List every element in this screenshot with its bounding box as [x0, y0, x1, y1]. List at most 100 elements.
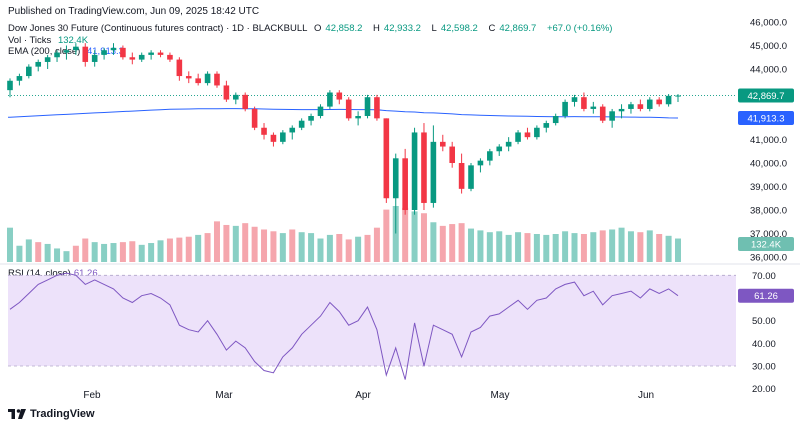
volume-bar: [308, 233, 315, 262]
rsi-line: [9, 272, 679, 380]
volume-bar: [279, 233, 286, 262]
candle-body: [185, 76, 192, 79]
candle-body: [374, 97, 380, 119]
candle-body: [157, 52, 164, 55]
volume-bar: [515, 232, 522, 262]
volume-bar: [232, 225, 239, 262]
volume-price-label: 132.4K: [751, 240, 782, 251]
candle-body: [552, 116, 559, 124]
volume-bar: [7, 227, 13, 262]
candle-body: [298, 120, 305, 128]
volume-bar: [138, 244, 145, 262]
candle-body: [280, 132, 286, 142]
last-price-label: 42,869.7: [748, 91, 785, 102]
candle-body: [562, 101, 568, 116]
volume-bar: [157, 240, 164, 262]
price-axis-tick: 40,000.0: [750, 159, 787, 170]
ema-price-label-bg: [738, 111, 794, 126]
volume-bar: [477, 230, 484, 262]
ohlc-low: L 42,598.2: [431, 23, 478, 34]
volume-bar: [336, 234, 343, 262]
ohlc-close: C 42,869.7: [488, 23, 537, 34]
candle-body: [129, 57, 136, 60]
time-axis-tick: Feb: [83, 390, 101, 401]
volume-bar: [35, 242, 42, 262]
candle-body: [110, 47, 117, 51]
ohlc-open: O 42,858.2: [314, 23, 363, 34]
volume-bar: [496, 231, 503, 262]
rsi-value-label: 61.26: [754, 291, 778, 302]
ohlc-change: +67.0 (+0.16%): [546, 23, 613, 34]
volume-bar: [129, 241, 136, 262]
volume-bar: [204, 233, 211, 262]
candle-body: [73, 46, 79, 51]
volume-value: 132.4K: [57, 35, 89, 46]
tradingview-brand: TradingView: [8, 408, 95, 420]
candle-body: [496, 146, 503, 152]
volume-bar: [420, 213, 427, 262]
candle-body: [430, 141, 437, 203]
price-axis-tick: 41,000.0: [750, 135, 787, 146]
candle-body: [63, 50, 70, 53]
candle-body: [176, 59, 183, 77]
candle-body: [458, 163, 465, 189]
volume-bar: [101, 243, 108, 262]
rsi-band: [8, 275, 736, 366]
volume-bar: [627, 231, 634, 262]
volume-bar: [270, 231, 277, 262]
candle-body: [35, 61, 42, 67]
volume-bar: [110, 243, 117, 262]
candle-body: [270, 134, 277, 142]
tradingview-brand-label: TradingView: [30, 408, 95, 420]
volume-bar: [580, 234, 587, 262]
time-axis-tick: Apr: [355, 390, 371, 401]
candle-body: [468, 165, 474, 189]
volume-bar: [599, 230, 606, 262]
symbol-title: Dow Jones 30 Future (Continuous futures …: [8, 23, 308, 34]
volume-bar: [317, 238, 324, 262]
candle-body: [148, 52, 154, 55]
candle-body: [609, 111, 615, 121]
candle-body: [327, 92, 333, 107]
volume-bar: [213, 221, 220, 262]
candle-body: [392, 158, 399, 199]
price-axis-tick: 45,000.0: [750, 41, 787, 52]
volume-bar: [609, 229, 616, 262]
candle-body: [618, 108, 625, 112]
volume-bar: [524, 233, 531, 262]
candle-body: [16, 76, 23, 81]
volume-bar: [345, 239, 352, 262]
volume-bar: [392, 206, 399, 262]
candle-body: [402, 158, 408, 210]
volume-bar: [242, 223, 249, 262]
candle-body: [251, 108, 258, 128]
candle-body: [195, 78, 201, 84]
candle-body: [637, 104, 644, 109]
candle-body: [421, 132, 427, 203]
candle-body: [524, 132, 531, 138]
volume-bar: [223, 224, 230, 262]
rsi-label: RSI (14, close): [8, 268, 71, 279]
tradingview-logo-icon: [8, 409, 26, 419]
published-caption: Published on TradingView.com, Jun 09, 20…: [8, 6, 260, 17]
volume-bar: [468, 228, 475, 262]
volume-bar: [571, 233, 578, 262]
candle-body: [383, 118, 390, 199]
volume-bar: [72, 245, 79, 262]
rsi-legend: RSI (14, close) 61.26: [8, 268, 98, 279]
candle-body: [242, 94, 249, 109]
volume-legend: Vol · Ticks 132.4K: [8, 35, 92, 46]
volume-bar: [119, 242, 126, 262]
volume-bar: [402, 207, 409, 262]
candle-body: [439, 141, 446, 147]
candle-body: [54, 52, 60, 58]
volume-bar: [449, 224, 456, 262]
candle-body: [656, 99, 662, 105]
volume-bar: [458, 223, 465, 262]
volume-bar: [383, 209, 390, 262]
price-axis-tick: 39,000.0: [750, 182, 787, 193]
ohlc-high: H 42,933.2: [373, 23, 421, 34]
candle-body: [289, 127, 296, 133]
volume-bar: [16, 245, 23, 262]
